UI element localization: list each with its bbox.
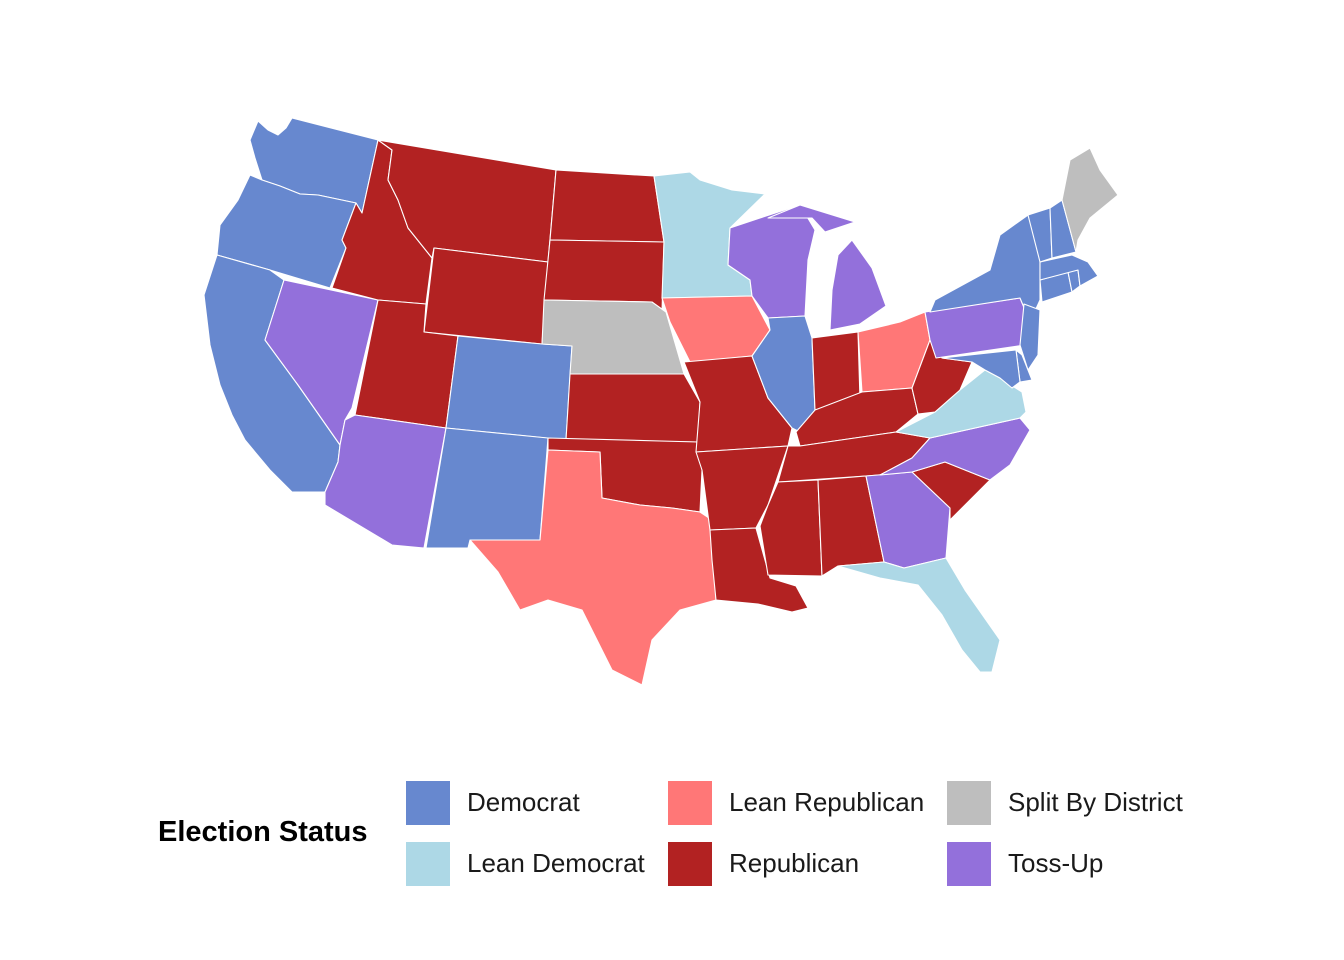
state-new-jersey[interactable] — [1019, 303, 1041, 371]
state-wyoming[interactable] — [423, 247, 549, 345]
state-texas[interactable] — [469, 449, 717, 686]
state-maryland[interactable] — [941, 349, 1021, 389]
state-maine[interactable] — [1061, 147, 1119, 253]
state-north-dakota[interactable] — [549, 169, 665, 243]
state-north-carolina[interactable] — [879, 417, 1031, 481]
state-new-mexico[interactable] — [425, 427, 549, 549]
state-florida[interactable] — [837, 557, 1001, 673]
state-kansas[interactable] — [565, 373, 701, 443]
state-massachusetts[interactable] — [1039, 254, 1099, 287]
state-illinois[interactable] — [751, 315, 816, 433]
state-louisiana[interactable] — [709, 527, 809, 613]
state-arizona[interactable] — [324, 414, 447, 549]
state-michigan[interactable] — [767, 204, 887, 331]
state-kentucky[interactable] — [795, 387, 919, 447]
state-colorado[interactable] — [445, 335, 573, 441]
state-oregon[interactable] — [216, 174, 357, 289]
